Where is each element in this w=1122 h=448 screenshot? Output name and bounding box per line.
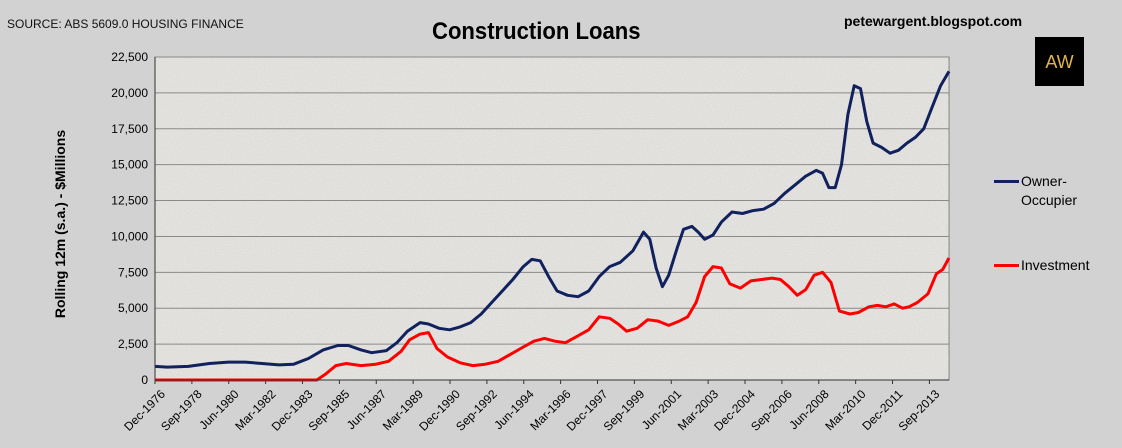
y-tick-label: 0 [141,373,148,387]
x-tick-label: Sep-2006 [748,387,795,434]
legend-label-owner-occupier: Owner- Occupier [1021,173,1078,208]
x-tick-label: Sep-2013 [896,387,943,434]
investment-line [155,257,951,382]
y-tick-label: 5,000 [118,301,148,315]
y-tick-label: 10,000 [111,229,148,243]
legend-swatch-owner-occupier [994,180,1019,183]
blog-url: petewargent.blogspot.com [844,13,1023,29]
x-tick-labels: Dec-1976Sep-1978Jun-1980Mar-1982Dec-1983… [121,380,943,434]
x-tick-label: Sep-1978 [158,387,205,434]
series-lines [154,70,951,382]
x-tick-label: Sep-1992 [453,387,500,434]
owner-occupier-line [154,70,951,369]
x-tick-label: Sep-1985 [306,387,353,434]
gridlines [155,56,949,345]
y-tick-label: 12,500 [111,194,148,208]
y-tick-label: 17,500 [111,122,148,136]
source-note: SOURCE: ABS 5609.0 HOUSING FINANCE [7,17,244,31]
y-tick-label: 22,500 [111,50,148,64]
aw-logo: AW [1035,37,1084,86]
y-tick-labels: 0 2,500 5,000 7,500 10,000 12,500 15,000 17,500… [111,50,148,387]
y-tick-label: 7,500 [118,265,148,279]
chart-title: Construction Loans [432,18,641,45]
x-tick-label: Sep-1999 [601,387,648,434]
legend-label-investment: Investment [1021,257,1090,273]
y-tick-label: 2,500 [118,337,148,351]
aw-logo-text: AW [1045,52,1073,72]
plot-texture [155,57,949,380]
y-tick-label: 15,000 [111,158,148,172]
legend-swatch-investment [994,264,1019,267]
y-tick-label: 20,000 [111,86,148,100]
